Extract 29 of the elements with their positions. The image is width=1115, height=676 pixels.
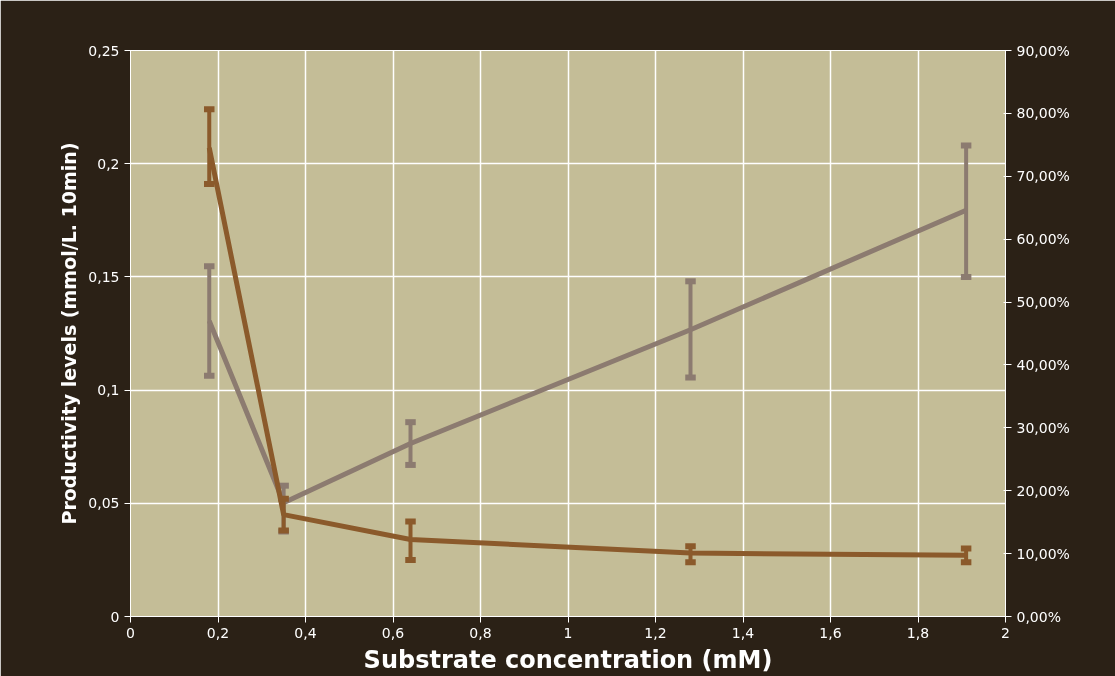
y2-tick-label: 70,00%	[1016, 168, 1070, 185]
y-tick-label: 0,25	[88, 42, 120, 59]
x-tick-label: 2	[1001, 624, 1010, 641]
y2-tick-label: 90,00%	[1016, 42, 1070, 59]
y2-tick-label: 0,00%	[1016, 608, 1061, 625]
y2-tick-label: 60,00%	[1016, 231, 1070, 248]
y-tick-label: 0,1	[97, 382, 120, 399]
x-tick-label: 0,2	[206, 624, 230, 641]
x-tick-label: 0	[126, 624, 135, 641]
y2-tick-label: 80,00%	[1016, 105, 1070, 122]
y-tick-label: 0,05	[88, 495, 120, 512]
x-axis-title: Substrate concentration (mM)	[363, 645, 773, 674]
y2-tick-label: 50,00%	[1016, 294, 1070, 311]
y-tick-label: 0,2	[97, 155, 120, 172]
y-tick-label: 0	[110, 608, 120, 625]
y2-tick-label: 10,00%	[1016, 545, 1070, 562]
y-axis-title: Productivity levels (mmol/L. 10min)	[58, 142, 81, 525]
x-tick-label: 1	[563, 624, 573, 641]
x-tick-label: 1,4	[731, 624, 755, 641]
x-tick-label: 0,4	[294, 624, 317, 641]
x-tick-label: 1,2	[644, 624, 667, 641]
y2-tick-label: 20,00%	[1016, 482, 1070, 499]
x-tick-label: 0,6	[381, 624, 405, 641]
x-tick-label: 0,8	[469, 624, 492, 641]
x-tick-label: 1,8	[906, 624, 930, 641]
x-tick-label: 1,6	[819, 624, 842, 641]
y2-tick-label: 40,00%	[1016, 356, 1070, 373]
y2-tick-label: 30,00%	[1016, 419, 1070, 436]
y-tick-label: 0,15	[88, 268, 120, 285]
